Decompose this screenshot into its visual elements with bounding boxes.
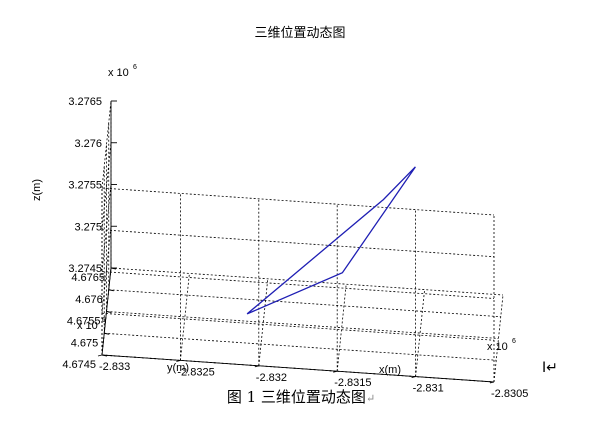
z-tick-label: 3.276: [74, 138, 102, 150]
x-tick-mark: [254, 365, 259, 368]
x-tick-label: -2.8305: [491, 388, 528, 400]
y-axis-label: y(m): [167, 362, 189, 374]
x-multiplier: x 10 6: [487, 338, 516, 353]
grid-line: [101, 184, 112, 272]
grid-lines: [101, 100, 504, 383]
y-tick-mark: [101, 354, 108, 357]
grid-line: [180, 273, 190, 361]
text-cursor-mark: I↵: [542, 360, 558, 376]
x-tick-mark: [333, 370, 338, 373]
z-multiplier: x 10 6: [108, 64, 137, 79]
svg-text:6: 6: [512, 338, 516, 345]
y-tick-label: 4.6755: [67, 316, 101, 328]
y-tick-label: 4.676: [75, 294, 103, 306]
x-tick-mark: [97, 354, 103, 357]
grid-line: [101, 229, 495, 258]
z-tick-label: 3.2755: [68, 180, 102, 192]
x-tick-label: -2.831: [413, 383, 444, 395]
grid-line: [101, 271, 495, 299]
svg-text:x 10: x 10: [487, 341, 508, 353]
grid-line: [101, 312, 495, 341]
x-axis-label: x(m): [379, 364, 401, 376]
x-tick-label: -2.8315: [334, 377, 371, 389]
x-tick-mark: [411, 376, 416, 379]
z-tick-label: 3.275: [74, 221, 102, 233]
x-tick-label: -2.8325: [177, 366, 214, 378]
grid-line: [110, 267, 504, 296]
grid-line: [101, 187, 495, 216]
y-multiplier: x 10 6: [77, 317, 106, 332]
grid-line: [493, 294, 504, 383]
grid-line: [108, 289, 501, 318]
z-tick-label: 3.2745: [68, 263, 102, 275]
y-tick-mark: [104, 332, 110, 335]
y-tick-mark: [108, 289, 114, 292]
z-tick-label: 3.2765: [68, 96, 102, 108]
svg-text:x 10: x 10: [77, 320, 98, 332]
grid-line: [101, 100, 112, 189]
x-tick-label: -2.833: [99, 361, 130, 373]
grid-line: [106, 311, 499, 339]
y-tick-mark: [110, 267, 117, 270]
x-tick-mark: [489, 381, 495, 384]
figure-caption: 图 1 三维位置动态图↵: [0, 386, 602, 407]
z-axis-label: z(m): [31, 179, 43, 201]
grid-line: [101, 142, 112, 230]
y-tick-label: 4.6745: [62, 359, 96, 371]
grid-line: [258, 278, 269, 366]
svg-text:x 10: x 10: [108, 67, 129, 79]
x-tick-label: -2.832: [256, 372, 287, 384]
grid-line: [415, 289, 425, 377]
y-tick-label: 4.675: [71, 337, 99, 349]
series: [246, 166, 416, 315]
trajectory-line: [246, 166, 416, 315]
grid-line: [104, 332, 497, 361]
x-tick-mark: [176, 359, 181, 362]
chart-title: 三维位置动态图: [254, 26, 345, 41]
tick-labels: 3.2745 3.275 3.2755 3.276 3.2765 4.6745 4.675 4…: [62, 96, 528, 400]
y-tick-label: 4.6765: [71, 272, 105, 284]
svg-text:6: 6: [133, 64, 137, 71]
grid-line: [336, 284, 347, 372]
svg-text:6: 6: [102, 317, 106, 324]
caption-text: 图 1 三维位置动态图: [226, 388, 366, 406]
axes: [97, 100, 495, 384]
caption-return-mark: ↵: [365, 392, 376, 405]
y-tick-mark: [106, 311, 112, 313]
grid-line: [101, 226, 112, 314]
x-axis-line: [101, 354, 495, 383]
